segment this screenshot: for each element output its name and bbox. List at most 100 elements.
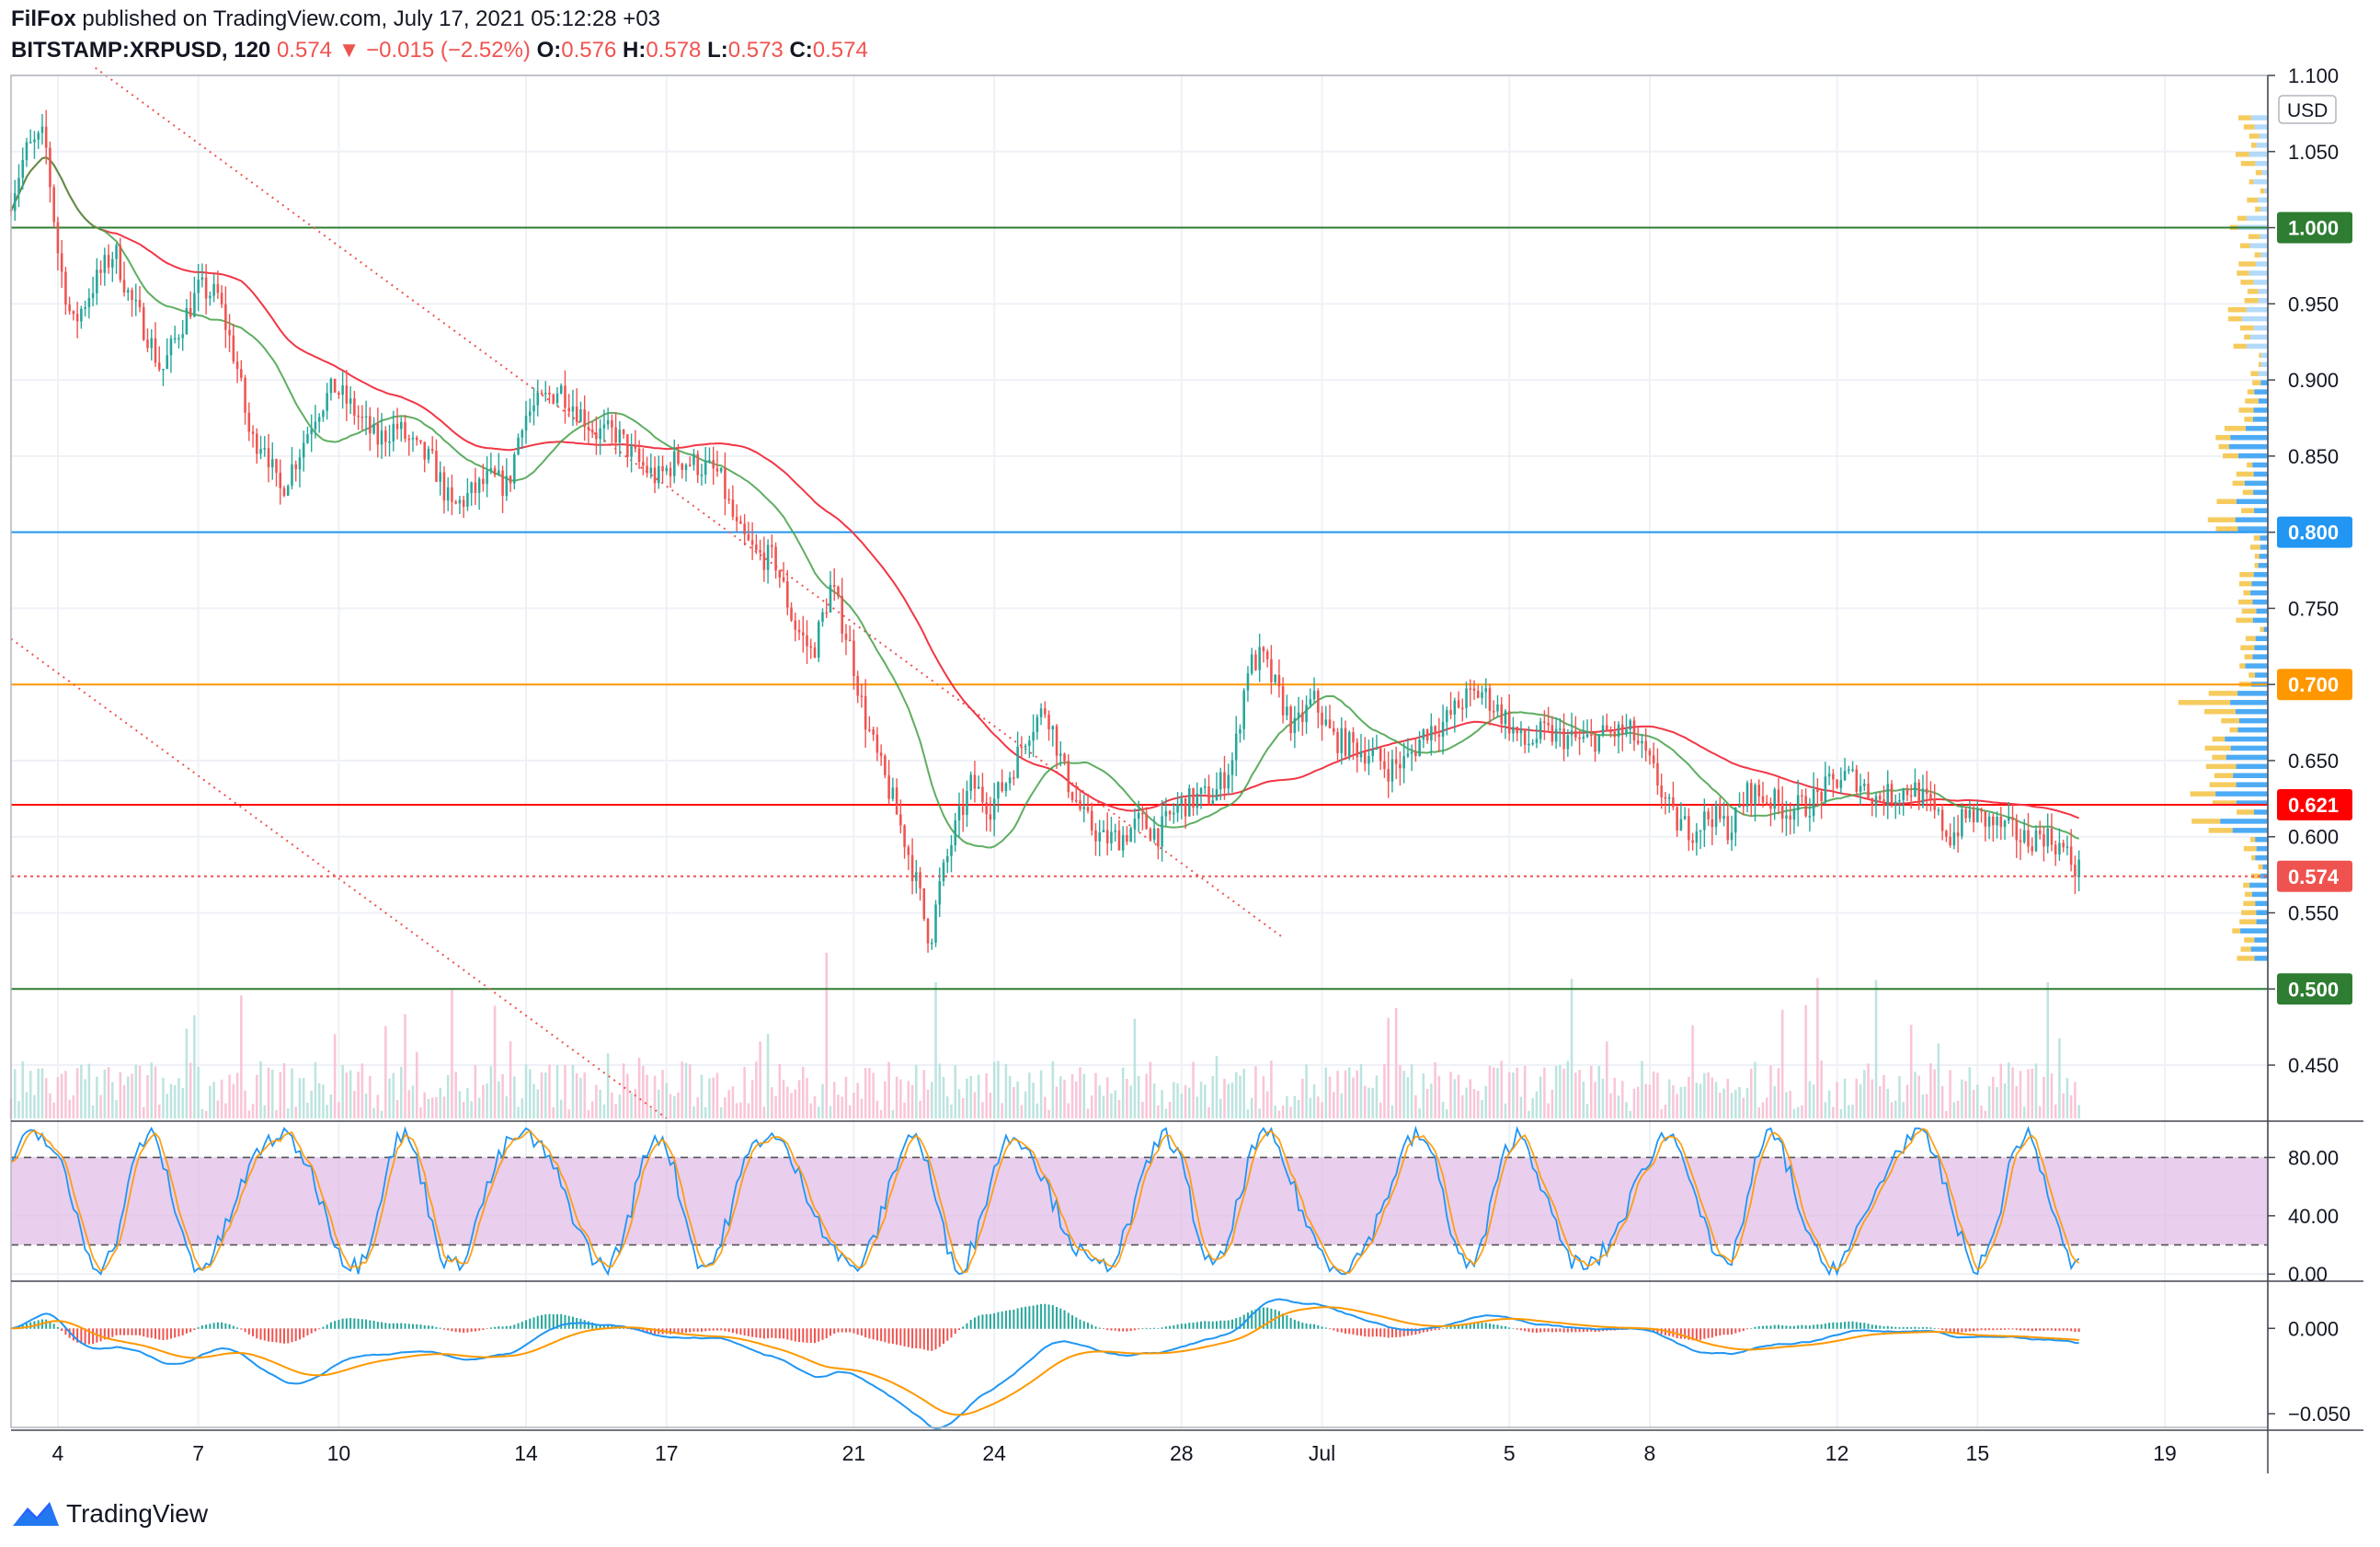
profile-bar-orange [2255, 206, 2260, 212]
candle-body [669, 467, 672, 476]
profile-bar-orange [2237, 270, 2249, 276]
candle-body [1453, 700, 1457, 715]
macd-histogram-bar [197, 1327, 200, 1329]
candle-body [1968, 809, 1972, 819]
price-badge-label: 0.500 [2288, 978, 2339, 1001]
macd-histogram-bar [517, 1323, 520, 1329]
macd-histogram-bar [587, 1321, 589, 1329]
volume-bar [1683, 1086, 1687, 1118]
macd-histogram-bar [482, 1328, 485, 1331]
volume-bar [1594, 1082, 1596, 1118]
macd-histogram-bar [1769, 1325, 1772, 1329]
volume-bar [1301, 1078, 1304, 1118]
macd-histogram-bar [392, 1323, 395, 1329]
candle-body [1133, 818, 1137, 829]
volume-bar [2050, 1073, 2054, 1118]
volume-bar [310, 1090, 313, 1118]
candle-body [1126, 834, 1128, 842]
volume-bar [1757, 1106, 1761, 1118]
macd-histogram-bar [1984, 1328, 1986, 1331]
volume-bar [856, 1083, 859, 1118]
volume-bar [279, 1071, 282, 1118]
volume-bar [1441, 1101, 1445, 1118]
macd-histogram-bar [692, 1328, 695, 1332]
candle-body [1609, 731, 1612, 733]
macd-histogram-bar [282, 1328, 285, 1344]
volume-bar [790, 1093, 793, 1118]
candle-body [1425, 729, 1429, 741]
volume-bar [802, 1066, 805, 1118]
profile-bar-orange [2237, 599, 2253, 605]
candle-body [677, 451, 680, 464]
macd-histogram-bar [555, 1313, 558, 1329]
profile-bar-orange [2240, 645, 2255, 650]
candle-body [25, 142, 29, 160]
macd-histogram-bar [1777, 1324, 1779, 1329]
volume-bar [637, 1057, 641, 1118]
volume-bar [1711, 1077, 1714, 1118]
macd-histogram-bar [1227, 1320, 1230, 1329]
macd-histogram-bar [1246, 1312, 1249, 1329]
price-axis[interactable]: 1.1001.0501.0000.9500.9000.8500.8000.750… [2268, 64, 2351, 1426]
candles [9, 109, 2080, 953]
volume-bar [1352, 1077, 1355, 1118]
candle-body [700, 475, 704, 476]
volume-bar [1808, 1081, 1812, 1118]
candle-body [1597, 734, 1601, 752]
volume-bar [1726, 1079, 1730, 1118]
candle-body [735, 516, 738, 521]
volume-bar [369, 1075, 372, 1118]
macd-histogram-bar [404, 1323, 406, 1329]
volume-bar [2058, 1037, 2061, 1118]
volume-bar [681, 1061, 684, 1118]
volume-bar [72, 1094, 75, 1118]
publisher-name[interactable]: FilFox [11, 6, 76, 31]
volume-bar [411, 1085, 415, 1118]
macd-histogram-bar [1738, 1328, 1741, 1333]
volume-bar [1321, 1102, 1323, 1118]
candle-body [938, 881, 942, 905]
macd-histogram-bar [1067, 1312, 1070, 1329]
volume-bar [1207, 1106, 1210, 1118]
tradingview-logo-icon[interactable] [11, 1498, 61, 1530]
candle-body [247, 412, 251, 432]
candle-body [1410, 751, 1413, 754]
macd-histogram-bar [724, 1328, 727, 1332]
macd-histogram-bar [727, 1328, 730, 1333]
volume-bar [298, 1078, 302, 1118]
macd-histogram-bar [1277, 1311, 1280, 1329]
volume-bar [1312, 1084, 1316, 1118]
volume-bar [505, 1095, 509, 1118]
macd-histogram-bar [583, 1320, 586, 1329]
macd-histogram-bar [778, 1328, 781, 1339]
profile-bar-orange [2242, 489, 2254, 496]
candle-body [1734, 807, 1737, 833]
volume-bar [1324, 1067, 1328, 1118]
price-badge-label: 0.800 [2288, 521, 2339, 544]
symbol-label[interactable]: BITSTAMP:XRPUSD, 120 [11, 38, 271, 63]
volume-bar [1367, 1087, 1370, 1118]
profile-bar-blue [2252, 654, 2268, 659]
close-label: C: [789, 38, 813, 63]
macd-histogram-bar [1430, 1328, 1433, 1331]
time-axis[interactable]: 4 7 10 14 17 21 24 28 Jul 5 8 12 15 19 [52, 1441, 2177, 1465]
price-badge [2277, 788, 2352, 820]
volume-bar [875, 1100, 879, 1118]
volume-bar [87, 1063, 91, 1118]
macd-histogram-bar [1173, 1324, 1175, 1329]
macd-histogram-bar [1016, 1308, 1019, 1329]
tradingview-brand[interactable]: TradingView [66, 1499, 209, 1528]
profile-bar-blue [2256, 143, 2268, 148]
macd-histogram-bar [123, 1328, 126, 1335]
macd-histogram-bar [513, 1324, 516, 1329]
candle-body [489, 468, 493, 471]
volume-bar [966, 1078, 968, 1118]
macd-histogram-bar [1333, 1328, 1335, 1331]
candle-body [926, 919, 930, 944]
price-change: −0.015 (−2.52%) [366, 38, 531, 63]
volume-bar [1531, 1098, 1534, 1118]
volume-bar [247, 1110, 251, 1118]
profile-bar-orange [2254, 252, 2261, 258]
candle-body [270, 459, 274, 468]
